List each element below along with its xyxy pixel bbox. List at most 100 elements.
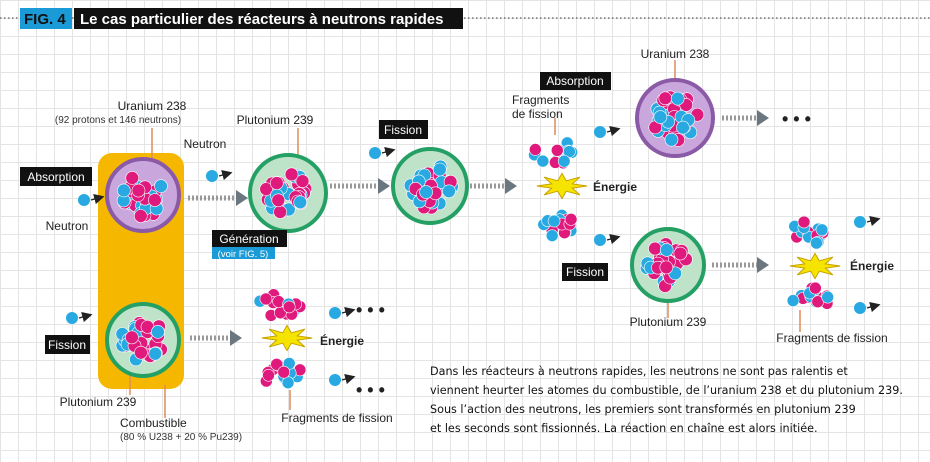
title-box (74, 8, 463, 29)
plutonium239-nucleus (391, 147, 469, 225)
proton (259, 292, 273, 306)
label-uranium238-detail: (92 protons et 146 neutrons) (55, 115, 181, 126)
neutron-ball (329, 307, 341, 319)
label-plutonium239: Plutonium 239 (60, 395, 137, 409)
neutron-particle (854, 216, 881, 228)
fission-label: Fission (384, 123, 422, 137)
label-combustible: Combustible (120, 416, 187, 430)
proton (536, 154, 550, 168)
neutron (797, 215, 811, 229)
neutron-particle (854, 302, 881, 314)
label-fragments: Fragments de fission (776, 331, 887, 345)
fission-label: Fission (566, 265, 604, 279)
label-energy: Énergie (320, 333, 364, 348)
neutron (273, 205, 287, 219)
neutron (550, 143, 564, 157)
neutron (809, 281, 822, 295)
proton (148, 193, 162, 207)
motion-arrow (341, 307, 356, 318)
neutron (821, 290, 834, 304)
absorption-label: Absorption (27, 170, 84, 184)
fission-fragment (528, 136, 579, 170)
motion-arrow (606, 126, 621, 137)
arrow-fuel-fission (190, 330, 242, 346)
arrow-fission-to-fragments (470, 178, 517, 194)
neutron-ball (66, 312, 78, 324)
proton (259, 182, 274, 196)
fission-fragment (788, 215, 830, 250)
generation-ref-tag[interactable] (212, 247, 275, 259)
neutron-particle (594, 234, 621, 246)
neutron (545, 229, 559, 242)
neutron-ball (206, 170, 218, 182)
neutron (277, 365, 291, 379)
label-uranium238: Uranium 238 (118, 99, 187, 113)
motion-arrow (218, 170, 233, 181)
proton (117, 183, 131, 198)
neutron (810, 236, 823, 250)
proton (670, 91, 685, 106)
neutron (648, 241, 662, 256)
energy-burst-icon (536, 172, 588, 200)
absorption-label: Absorption (546, 74, 603, 88)
arrow-pu239-to-fission (330, 178, 390, 194)
fig-label-box (20, 8, 72, 29)
neutron (148, 346, 163, 361)
neutron (676, 120, 690, 135)
neutron-ball (854, 302, 866, 314)
label-combustible-detail: (80 % U238 + 20 % Pu239) (120, 432, 242, 443)
neutron-ball (854, 216, 866, 228)
generation-ref-link[interactable]: (voir FIG. 5) (218, 249, 269, 260)
neutron (547, 214, 561, 228)
label-energy: Énergie (593, 179, 637, 194)
motion-arrow (866, 216, 881, 227)
proton (282, 300, 296, 314)
label-fragments: Fragments (512, 93, 569, 107)
proton (125, 330, 139, 345)
proton (131, 183, 146, 198)
neutron-particle (329, 374, 356, 386)
neutron (432, 162, 447, 177)
fission-tag (45, 335, 90, 354)
neutron (151, 325, 165, 339)
proton (270, 357, 283, 371)
neutron (557, 154, 571, 168)
motion-arrow (381, 147, 396, 158)
neutron-ball (369, 147, 381, 159)
motion-arrow (341, 374, 356, 385)
absorption-tag (540, 72, 611, 90)
label-plutonium239: Plutonium 239 (237, 113, 314, 127)
plutonium239-nucleus (105, 302, 181, 378)
arrow-u238-continue (722, 110, 769, 126)
label-fragments: de fission (512, 107, 563, 121)
neutron (269, 176, 284, 190)
paragraph-line: Sous l’action des neutrons, les premiers… (430, 403, 856, 416)
neutron (659, 260, 674, 275)
fission-fragment (786, 281, 834, 310)
neutron-ball (78, 194, 90, 206)
neutron-ball (594, 126, 606, 138)
plutonium239-nucleus (630, 227, 706, 303)
neutron-particle (329, 307, 356, 319)
proton (293, 195, 308, 210)
energy-burst-icon (261, 324, 313, 352)
proton (262, 368, 275, 382)
neutron (786, 294, 800, 307)
neutron (673, 246, 688, 261)
label-plutonium239: Plutonium 239 (630, 315, 707, 329)
paragraph-line: viennent heurter les atomes du combustib… (430, 384, 903, 397)
neutron-ball (329, 374, 341, 386)
motion-arrow (606, 234, 621, 245)
proton (134, 345, 148, 360)
paragraph-line: et les seconds sont fissionnés. La réact… (430, 422, 818, 435)
neutron-particle (594, 126, 621, 138)
label-fragments: Fragments de fission (281, 411, 392, 425)
neutron (653, 110, 668, 124)
proton (442, 184, 456, 199)
continuation-dots: • • • (356, 300, 385, 320)
neutron-particle (66, 312, 93, 324)
generation-tag (212, 230, 287, 247)
page-title: Le cas particulier des réacteurs à neutr… (80, 11, 444, 28)
